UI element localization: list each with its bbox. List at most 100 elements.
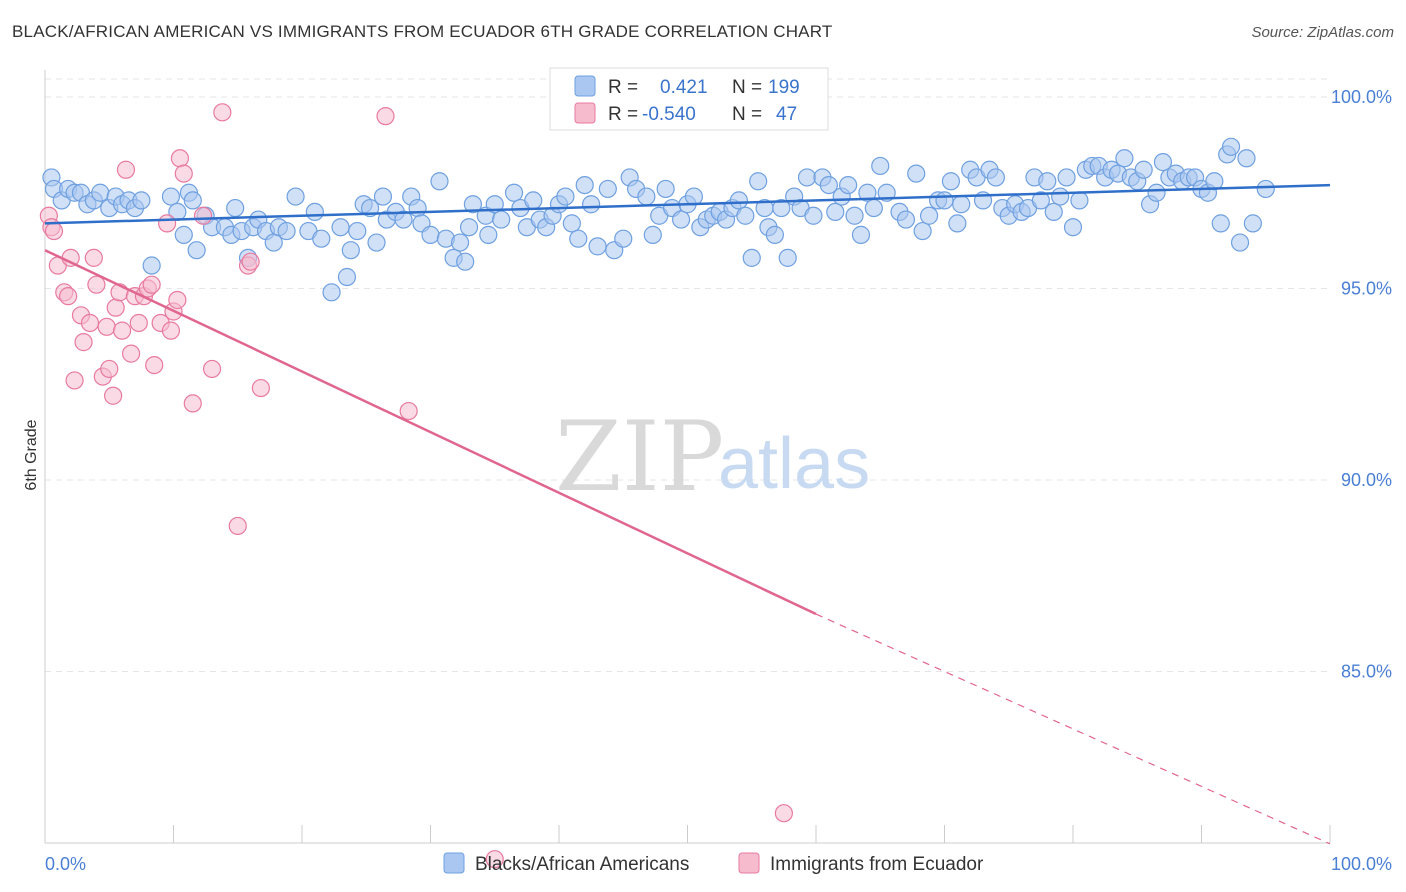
y-axis-label: 6th Grade xyxy=(23,419,40,490)
stats-legend-swatch-pink xyxy=(574,102,596,124)
point-blacks xyxy=(729,191,749,210)
point-blacks xyxy=(132,191,151,210)
axis-layer: 100.0% 95.0% 90.0% 85.0% 0.0% 100.0% xyxy=(44,70,1392,874)
point-blacks xyxy=(373,187,393,206)
point-blacks xyxy=(569,229,588,248)
point-blacks xyxy=(1153,153,1173,172)
point-blacks xyxy=(845,206,864,225)
point-ecuador xyxy=(100,359,119,379)
point-blacks xyxy=(804,206,823,225)
point-ecuador xyxy=(116,160,136,179)
point-blacks xyxy=(1243,214,1263,233)
point-ecuador xyxy=(183,394,202,413)
point-blacks xyxy=(614,229,633,248)
point-ecuador xyxy=(106,298,125,317)
stats-r-value-blue: 0.421 xyxy=(660,77,708,98)
trendline-ecuador-extrapolated xyxy=(815,613,1331,845)
point-ecuador xyxy=(202,359,222,379)
point-ecuador xyxy=(129,313,148,333)
point-blacks xyxy=(1031,191,1050,210)
stats-r-value-pink: -0.540 xyxy=(642,104,696,125)
point-blacks xyxy=(778,248,797,267)
point-blacks xyxy=(556,187,575,206)
series-legend: Blacks/African Americans Immigrants from… xyxy=(443,852,984,875)
point-ecuador xyxy=(161,321,181,340)
point-ecuador xyxy=(193,206,213,225)
point-ecuador xyxy=(241,252,260,271)
point-ecuador xyxy=(80,313,100,333)
point-blacks xyxy=(919,206,939,225)
y-tick-label: 85.0% xyxy=(1341,662,1392,682)
point-ecuador xyxy=(168,290,187,310)
point-blacks xyxy=(367,233,386,252)
point-ecuador xyxy=(97,317,116,336)
legend-label-ecuador: Immigrants from Ecuador xyxy=(770,854,984,875)
point-blacks xyxy=(588,237,607,256)
points-layer xyxy=(39,103,1275,869)
y-tick-label: 90.0% xyxy=(1341,470,1392,490)
point-ecuador xyxy=(87,275,106,294)
point-ecuador xyxy=(65,371,84,390)
point-blacks xyxy=(839,175,858,195)
point-blacks xyxy=(582,195,601,214)
point-ecuador xyxy=(376,107,395,126)
point-blacks xyxy=(671,210,691,229)
point-blacks xyxy=(684,187,704,206)
point-ecuador xyxy=(104,386,123,405)
point-blacks xyxy=(858,183,877,202)
stats-legend: R = 0.421 N = 199 R = -0.540 N = 47 xyxy=(549,67,829,131)
point-blacks xyxy=(492,210,511,229)
stats-legend-swatch-blue xyxy=(574,75,596,97)
point-blacks xyxy=(421,225,440,244)
point-blacks xyxy=(479,225,498,244)
point-blacks xyxy=(1115,149,1134,168)
point-blacks xyxy=(430,172,449,191)
point-blacks xyxy=(656,179,675,199)
point-blacks xyxy=(305,202,324,221)
point-blacks xyxy=(341,241,360,260)
point-blacks xyxy=(1256,179,1275,199)
point-blacks xyxy=(485,195,504,214)
point-blacks xyxy=(187,241,206,260)
point-ecuador xyxy=(774,804,793,823)
point-blacks xyxy=(142,256,161,275)
point-ecuador xyxy=(174,164,193,183)
point-blacks xyxy=(736,206,755,225)
point-blacks xyxy=(337,267,357,287)
point-blacks xyxy=(277,221,296,241)
point-blacks xyxy=(749,172,768,191)
point-blacks xyxy=(361,198,380,218)
point-blacks xyxy=(819,175,838,195)
point-blacks xyxy=(394,210,413,229)
stats-r-label-pink: R = xyxy=(608,104,638,125)
stats-r-label-blue: R = xyxy=(608,77,638,98)
point-blacks xyxy=(598,179,617,199)
point-blacks xyxy=(765,225,784,244)
point-ecuador xyxy=(74,333,93,352)
point-blacks xyxy=(161,187,181,206)
point-blacks xyxy=(935,191,954,210)
point-blacks xyxy=(226,198,245,218)
point-ecuador xyxy=(84,248,103,267)
point-ecuador xyxy=(399,401,418,421)
point-blacks xyxy=(742,248,761,267)
stats-legend-box xyxy=(549,67,829,131)
point-blacks xyxy=(637,187,656,206)
point-blacks xyxy=(562,214,581,233)
point-ecuador xyxy=(213,103,232,122)
point-blacks xyxy=(1147,183,1166,202)
point-blacks xyxy=(1221,137,1241,156)
point-blacks xyxy=(286,187,305,206)
point-blacks xyxy=(331,218,350,237)
point-blacks xyxy=(797,168,817,187)
point-blacks xyxy=(504,183,524,202)
legend-swatch-blacks xyxy=(443,852,465,874)
point-blacks xyxy=(643,225,662,244)
stats-n-label-blue: N = xyxy=(732,77,762,98)
stats-n-label-pink: N = xyxy=(732,104,762,125)
point-blacks xyxy=(450,233,470,252)
x-tick-label: 0.0% xyxy=(45,854,86,874)
point-blacks xyxy=(1051,187,1070,206)
chart-source: Source: ZipAtlas.com xyxy=(1251,24,1394,41)
